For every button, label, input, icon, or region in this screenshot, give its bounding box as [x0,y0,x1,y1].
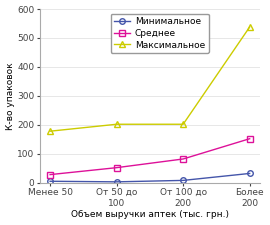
Среднее [248,137,251,140]
Максимальное [181,123,185,126]
Минимальное [115,180,118,183]
Line: Минимальное: Минимальное [47,171,252,185]
Максимальное [115,123,118,126]
Минимальное [49,180,52,183]
Среднее [49,173,52,176]
X-axis label: Объем выручки аптек (тыс. грн.): Объем выручки аптек (тыс. грн.) [71,210,229,219]
Минимальное [181,179,185,182]
Line: Максимальное: Максимальное [47,24,252,134]
Максимальное [248,26,251,28]
Минимальное [248,172,251,175]
Y-axis label: К-во упаковок: К-во упаковок [6,62,15,130]
Среднее [181,158,185,160]
Line: Среднее: Среднее [47,136,252,177]
Legend: Минимальное, Среднее, Максимальное: Минимальное, Среднее, Максимальное [110,14,209,53]
Среднее [115,166,118,169]
Максимальное [49,130,52,133]
